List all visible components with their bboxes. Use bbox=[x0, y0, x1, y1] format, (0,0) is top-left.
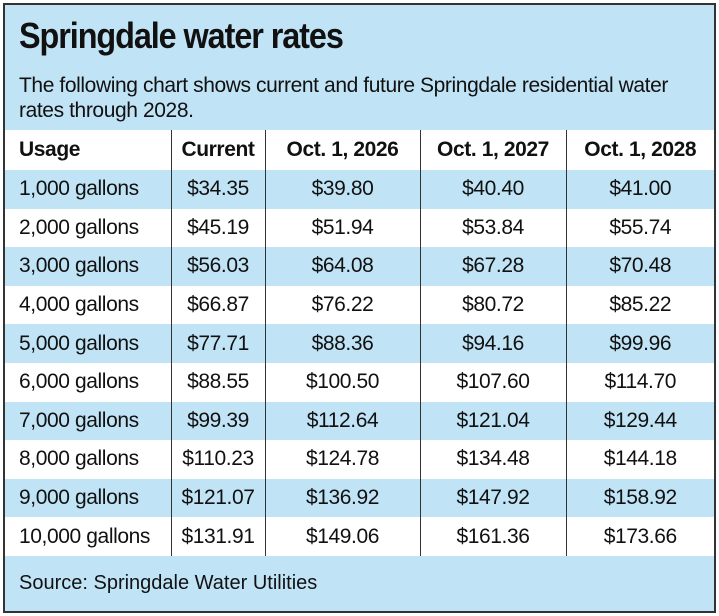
table-cell: $70.48 bbox=[565, 247, 714, 286]
table-cell: $66.87 bbox=[170, 285, 265, 325]
table-row: 7,000 gallons $99.39 $112.64 $121.04 $129.44 bbox=[5, 401, 714, 441]
table-cell: $40.40 bbox=[419, 170, 566, 209]
column-header: Oct. 1, 2026 bbox=[264, 130, 420, 170]
table-cell: $51.94 bbox=[264, 208, 420, 248]
table-row: 1,000 gallons $34.35 $39.80 $40.40 $41.00 bbox=[5, 170, 714, 209]
table-cell: 9,000 gallons bbox=[5, 478, 171, 518]
table-cell: 7,000 gallons bbox=[5, 401, 171, 441]
table-cell: 8,000 gallons bbox=[5, 440, 171, 479]
table-cell: $55.74 bbox=[565, 208, 714, 248]
table-cell: $77.71 bbox=[170, 324, 265, 363]
table-cell: $114.70 bbox=[565, 362, 714, 402]
table-cell: $173.66 bbox=[565, 517, 714, 556]
rates-table: Usage Current Oct. 1, 2026 Oct. 1, 2027 Oct.… bbox=[5, 130, 714, 556]
table-row: 10,000 gallons $131.91 $149.06 $161.36 $173.… bbox=[5, 517, 714, 556]
column-header: Current bbox=[170, 130, 265, 170]
table-cell: $76.22 bbox=[264, 285, 420, 325]
subtitle: The following chart shows current and fu… bbox=[19, 74, 668, 122]
table-cell: 4,000 gallons bbox=[5, 285, 171, 325]
table-cell: 10,000 gallons bbox=[5, 517, 171, 556]
column-header: Usage bbox=[5, 130, 171, 170]
table-cell: 5,000 gallons bbox=[5, 324, 171, 363]
table-cell: $144.18 bbox=[565, 440, 714, 479]
table-cell: 6,000 gallons bbox=[5, 362, 171, 402]
table-cell: $107.60 bbox=[419, 362, 566, 402]
column-header: Oct. 1, 2027 bbox=[419, 130, 566, 170]
table-cell: $99.39 bbox=[170, 401, 265, 441]
table-cell: $88.55 bbox=[170, 362, 265, 402]
table-cell: 2,000 gallons bbox=[5, 208, 171, 248]
table-cell: $147.92 bbox=[419, 478, 566, 518]
table-row: 4,000 gallons $66.87 $76.22 $80.72 $85.22 bbox=[5, 285, 714, 325]
table-cell: $110.23 bbox=[170, 440, 265, 479]
table-cell: $53.84 bbox=[419, 208, 566, 248]
source: Source: Springdale Water Utilities bbox=[19, 572, 318, 594]
title: Springdale water rates bbox=[19, 15, 344, 56]
table-cell: $158.92 bbox=[565, 478, 714, 518]
table-cell: $121.07 bbox=[170, 478, 265, 518]
table-cell: 3,000 gallons bbox=[5, 247, 171, 286]
table-cell: $121.04 bbox=[419, 401, 566, 441]
table-cell: $136.92 bbox=[264, 478, 420, 518]
graphic: Springdale water rates The following cha… bbox=[3, 3, 716, 613]
table-cell: 1,000 gallons bbox=[5, 170, 171, 209]
table-cell: $56.03 bbox=[170, 247, 265, 286]
table-cell: $129.44 bbox=[565, 401, 714, 441]
table-cell: $134.48 bbox=[419, 440, 566, 479]
table-cell: $45.19 bbox=[170, 208, 265, 248]
table-row: 5,000 gallons $77.71 $88.36 $94.16 $99.96 bbox=[5, 324, 714, 363]
table-cell: $161.36 bbox=[419, 517, 566, 556]
table-cell: $67.28 bbox=[419, 247, 566, 286]
table-cell: $39.80 bbox=[264, 170, 420, 209]
table-cell: $41.00 bbox=[565, 170, 714, 209]
table-cell: $94.16 bbox=[419, 324, 566, 363]
table-row: 8,000 gallons $110.23 $124.78 $134.48 $144.1… bbox=[5, 440, 714, 479]
table-row: 6,000 gallons $88.55 $100.50 $107.60 $114.70 bbox=[5, 362, 714, 402]
table-row: 3,000 gallons $56.03 $64.08 $67.28 $70.48 bbox=[5, 247, 714, 286]
table-cell: $99.96 bbox=[565, 324, 714, 363]
header-row: Usage Current Oct. 1, 2026 Oct. 1, 2027 Oct.… bbox=[5, 130, 714, 170]
table-cell: $88.36 bbox=[264, 324, 420, 363]
table-row: 2,000 gallons $45.19 $51.94 $53.84 $55.74 bbox=[5, 208, 714, 248]
table-cell: $80.72 bbox=[419, 285, 566, 325]
table-cell: $85.22 bbox=[565, 285, 714, 325]
table-cell: $100.50 bbox=[264, 362, 420, 402]
table-cell: $149.06 bbox=[264, 517, 420, 556]
table-cell: $64.08 bbox=[264, 247, 420, 286]
column-header: Oct. 1, 2028 bbox=[565, 130, 714, 170]
table-cell: $112.64 bbox=[264, 401, 420, 441]
table-cell: $34.35 bbox=[170, 170, 265, 209]
table-cell: $124.78 bbox=[264, 440, 420, 479]
table-row: 9,000 gallons $121.07 $136.92 $147.92 $158.9… bbox=[5, 478, 714, 518]
table-cell: $131.91 bbox=[170, 517, 265, 556]
